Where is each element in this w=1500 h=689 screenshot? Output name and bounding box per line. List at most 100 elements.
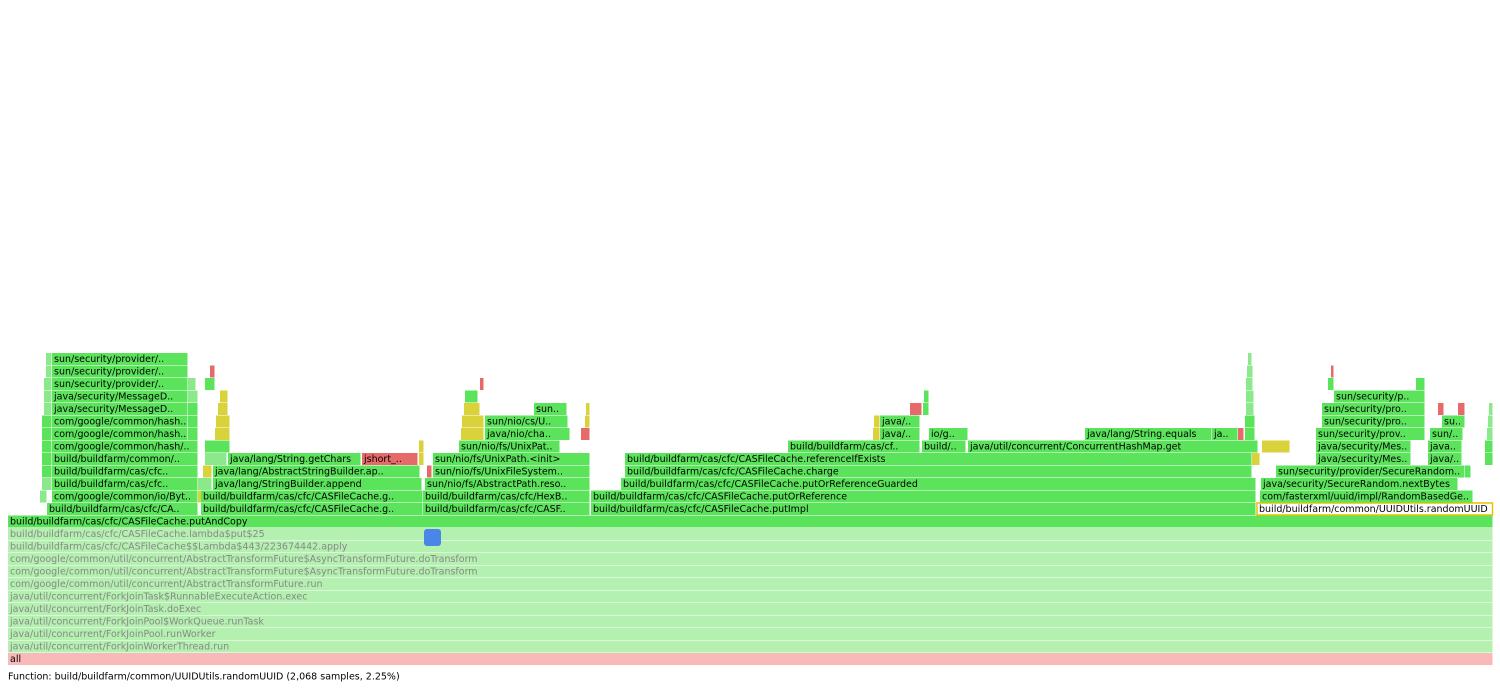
frame[interactable]: com/google/common/util/concurrent/Abstra…: [8, 565, 1493, 578]
frame-box[interactable]: [8, 540, 1493, 553]
frame[interactable]: sun/nio/fs/UnixPath.<init>: [433, 453, 590, 465]
frame-box[interactable]: [52, 378, 188, 390]
frame[interactable]: build/buildfarm/cas/cfc/CASFileCache.cha…: [625, 465, 1252, 478]
frame-sliver[interactable]: [1252, 453, 1260, 465]
frame-box[interactable]: [52, 440, 198, 453]
frame[interactable]: sun/security/pro..: [1322, 403, 1425, 415]
frame-sliver[interactable]: [910, 403, 922, 415]
frame-box[interactable]: [52, 415, 188, 428]
frame[interactable]: java/security/SecureRandom.nextBytes: [1261, 478, 1458, 490]
frame-sliver[interactable]: [874, 415, 880, 428]
frame-sliver[interactable]: [44, 378, 52, 390]
frame-box[interactable]: [625, 453, 1252, 465]
frame[interactable]: java/lang/String.getChars: [228, 453, 361, 465]
frame[interactable]: sun..: [534, 403, 567, 415]
frame[interactable]: sun/security/provider/..: [52, 365, 188, 378]
frame[interactable]: java/util/concurrent/ForkJoinTask.doExec: [8, 603, 1493, 615]
frame-box[interactable]: [459, 440, 560, 453]
frame[interactable]: java/util/concurrent/ForkJoinTask$Runnab…: [8, 590, 1493, 603]
frame-box[interactable]: [788, 440, 920, 453]
frame-sliver[interactable]: [1489, 403, 1493, 415]
frame-sliver[interactable]: [480, 378, 484, 390]
frame-box[interactable]: [52, 465, 198, 478]
frame-sliver[interactable]: [42, 478, 52, 490]
frame-box[interactable]: [8, 565, 1493, 578]
frame-sliver[interactable]: [1262, 440, 1290, 453]
frame[interactable]: java/nio/cha..: [485, 428, 570, 440]
frame-box[interactable]: [8, 553, 1493, 565]
frame-box[interactable]: [1085, 428, 1212, 440]
frame-box[interactable]: [8, 578, 1493, 590]
frame-box[interactable]: [591, 490, 1256, 503]
frame-box[interactable]: [228, 453, 361, 465]
frame-sliver[interactable]: [1248, 353, 1252, 365]
frame[interactable]: build/buildfarm/cas/cfc..: [52, 478, 198, 490]
frame-box[interactable]: [1428, 453, 1462, 465]
frame-sliver[interactable]: [203, 465, 212, 478]
frame[interactable]: build/buildfarm/cas/cfc/CASFileCache.put…: [591, 503, 1256, 515]
frame-box[interactable]: [8, 653, 1493, 665]
frame-sliver[interactable]: [42, 453, 52, 465]
frame-box[interactable]: [1256, 502, 1494, 516]
frame-sliver[interactable]: [461, 428, 484, 440]
frame[interactable]: java/..: [1428, 453, 1462, 465]
frame-box[interactable]: [591, 503, 1256, 515]
frame[interactable]: sun/..: [1430, 428, 1463, 440]
frame[interactable]: sun/nio/fs/UnixFileSystem..: [433, 465, 590, 478]
frame[interactable]: java/util/concurrent/ConcurrentHashMap.g…: [968, 440, 1258, 453]
frame[interactable]: io/g..: [929, 428, 968, 440]
frame-sliver[interactable]: [188, 390, 198, 403]
frame[interactable]: build/buildfarm/common/UUIDUtils.randomU…: [1256, 502, 1494, 516]
frame-box[interactable]: [52, 390, 188, 403]
frame-sliver[interactable]: [44, 390, 52, 403]
frame-sliver[interactable]: [40, 490, 47, 503]
frame-box[interactable]: [8, 528, 1493, 540]
frame[interactable]: build/buildfarm/cas/cf..: [788, 440, 920, 453]
frame-sliver[interactable]: [1438, 403, 1444, 415]
frame[interactable]: build/buildfarm/cas/cfc/CASF..: [423, 503, 590, 515]
frame-box[interactable]: [52, 478, 198, 490]
frame[interactable]: com/google/common/util/concurrent/Abstra…: [8, 578, 1493, 590]
frame[interactable]: java/util/concurrent/ForkJoinWorkerThrea…: [8, 640, 1493, 653]
frame-box[interactable]: [621, 478, 1256, 490]
frame-box[interactable]: [423, 490, 590, 503]
frame-box[interactable]: [8, 640, 1493, 653]
frame[interactable]: sun/security/provider/..: [52, 378, 188, 390]
frame-sliver[interactable]: [581, 428, 590, 440]
frame[interactable]: com/fasterxml/uuid/impl/RandomBasedGe..: [1260, 490, 1473, 503]
frame[interactable]: build/buildfarm/cas/cfc/CASFileCache$$La…: [8, 540, 1493, 553]
frame-sliver[interactable]: [873, 428, 880, 440]
frame-sliver[interactable]: [1487, 428, 1493, 440]
frame-box[interactable]: [52, 453, 198, 465]
frame-box[interactable]: [880, 415, 920, 428]
frame-sliver[interactable]: [42, 440, 52, 453]
frame-sliver[interactable]: [1488, 415, 1493, 428]
frame-sliver[interactable]: [42, 415, 52, 428]
frame-sliver[interactable]: [1238, 428, 1244, 440]
frame-sliver[interactable]: [1485, 440, 1493, 453]
frame[interactable]: build/buildfarm/cas/cfc/CA..: [47, 503, 198, 515]
frame[interactable]: java/lang/String.equals: [1085, 428, 1212, 440]
frame-sliver[interactable]: [210, 365, 215, 378]
frame[interactable]: java/util/concurrent/ForkJoinPool$WorkQu…: [8, 615, 1493, 628]
frame-sliver[interactable]: [220, 390, 228, 403]
frame-box[interactable]: [362, 453, 418, 465]
frame[interactable]: sun/nio/fs/UnixPat..: [459, 440, 560, 453]
frame[interactable]: build/buildfarm/cas/cfc/CASFileCache.ref…: [625, 453, 1252, 465]
frame-sliver[interactable]: [198, 478, 212, 490]
frame[interactable]: java/security/Mes..: [1316, 453, 1411, 465]
frame-box[interactable]: [1316, 428, 1425, 440]
frame-box[interactable]: [485, 428, 570, 440]
frame-sliver[interactable]: [465, 390, 478, 403]
frame-box[interactable]: [968, 440, 1258, 453]
frame-sliver[interactable]: [46, 353, 52, 365]
frame-sliver[interactable]: [1246, 390, 1254, 403]
frame[interactable]: java/security/Mes..: [1316, 440, 1411, 453]
frame-sliver[interactable]: [1485, 453, 1493, 465]
frame-sliver[interactable]: [42, 428, 52, 440]
frame-sliver[interactable]: [218, 403, 228, 415]
frame[interactable]: sun/security/provider/SecureRandom..: [1276, 465, 1465, 478]
frame[interactable]: build/buildfarm/cas/cfc/CASFileCache.put…: [621, 478, 1256, 490]
frame-box[interactable]: [1430, 428, 1463, 440]
frame-sliver[interactable]: [188, 415, 198, 428]
